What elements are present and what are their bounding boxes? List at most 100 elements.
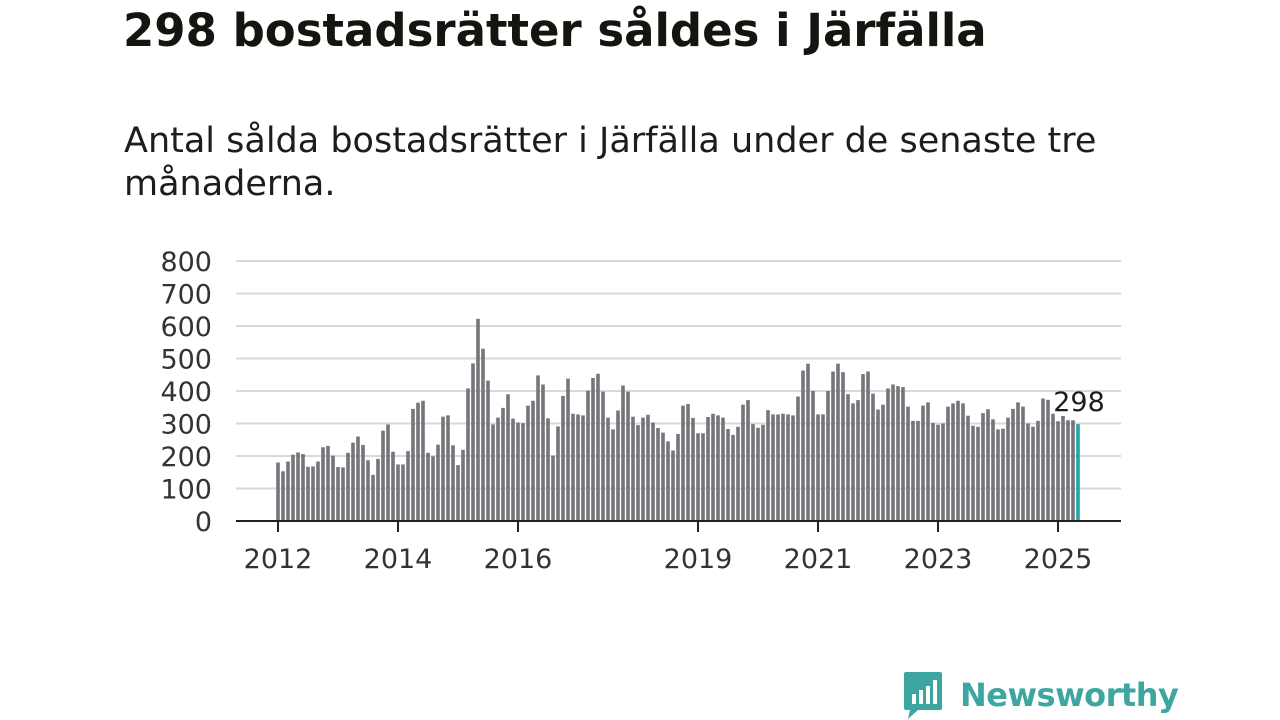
bar [276, 462, 280, 521]
bar [296, 452, 300, 521]
bar [311, 466, 315, 521]
bar [771, 414, 775, 521]
y-tick-label: 500 [160, 345, 212, 376]
bar [726, 429, 730, 521]
bar [286, 461, 290, 521]
bar [741, 404, 745, 521]
bar [431, 456, 435, 521]
bar [486, 380, 490, 521]
bar [1021, 406, 1025, 521]
x-axis: 2012 2014 2016 2019 2021 2023 2025 [236, 520, 1121, 575]
bar [686, 404, 690, 521]
bar [766, 410, 770, 521]
bar [366, 460, 370, 521]
bar [641, 417, 645, 521]
bar-chart-speech-bubble-icon [904, 672, 942, 719]
bar [596, 373, 600, 521]
bar [316, 461, 320, 521]
y-tick-label: 200 [160, 442, 212, 473]
y-tick-label: 100 [160, 475, 212, 506]
bar [476, 318, 480, 521]
bar [281, 471, 285, 521]
bar [576, 414, 580, 521]
bar [436, 444, 440, 522]
bar [1071, 420, 1075, 521]
bar [986, 409, 990, 521]
bar [916, 420, 920, 521]
y-tick-label: 300 [160, 410, 212, 441]
bar [706, 417, 710, 521]
bar [556, 426, 560, 521]
bar [971, 425, 975, 521]
bar [451, 445, 455, 521]
bar [661, 432, 665, 521]
bar [1001, 428, 1005, 521]
bar [881, 404, 885, 521]
bar [616, 410, 620, 521]
bar [356, 436, 360, 521]
bar [416, 402, 420, 521]
bar [786, 414, 790, 521]
bar [346, 452, 350, 521]
bar [521, 423, 525, 521]
bar [716, 415, 720, 522]
bar [676, 433, 680, 521]
bar [1051, 413, 1055, 521]
bar [936, 424, 940, 521]
bar [931, 422, 935, 521]
bar [961, 403, 965, 521]
bar [396, 464, 400, 521]
bar [1011, 408, 1015, 522]
bar [456, 465, 460, 521]
bar [501, 407, 505, 521]
bar [981, 413, 985, 521]
bar [511, 418, 515, 522]
page-title: 298 bostadsrätter såldes i Järfälla [123, 4, 987, 57]
bar [631, 416, 635, 521]
bar [826, 391, 830, 521]
bar [381, 430, 385, 521]
bar [1066, 420, 1070, 521]
bar [651, 422, 655, 521]
bar [621, 385, 625, 521]
bar [656, 428, 660, 521]
bar [861, 374, 865, 521]
bar [466, 388, 470, 521]
y-tick-label: 0 [195, 507, 212, 538]
bar [901, 387, 905, 521]
bar [571, 413, 575, 521]
bar [516, 422, 520, 521]
bar [1031, 426, 1035, 521]
bar [386, 424, 390, 521]
bar [306, 466, 310, 521]
bar [691, 417, 695, 521]
bar [591, 378, 595, 521]
bar [541, 384, 545, 521]
bar [976, 426, 980, 521]
bar [806, 363, 810, 521]
bar [606, 417, 610, 521]
bar [471, 363, 475, 522]
bar [711, 413, 715, 521]
bar [481, 348, 485, 521]
bar [776, 414, 780, 521]
y-tick-label: 800 [160, 247, 212, 278]
bar [1046, 399, 1050, 521]
bar [291, 454, 295, 521]
bar [956, 400, 960, 521]
bar [401, 464, 405, 521]
bar [911, 420, 915, 521]
bar [846, 394, 850, 521]
bar [1016, 402, 1020, 522]
y-tick-label: 400 [160, 377, 212, 408]
bar [411, 408, 415, 522]
bar [841, 372, 845, 521]
y-tick-label: 700 [160, 280, 212, 311]
bar [581, 415, 585, 522]
bar [791, 415, 795, 522]
bar [906, 406, 910, 521]
bar [496, 417, 500, 521]
bar [546, 418, 550, 521]
bar [696, 433, 700, 521]
